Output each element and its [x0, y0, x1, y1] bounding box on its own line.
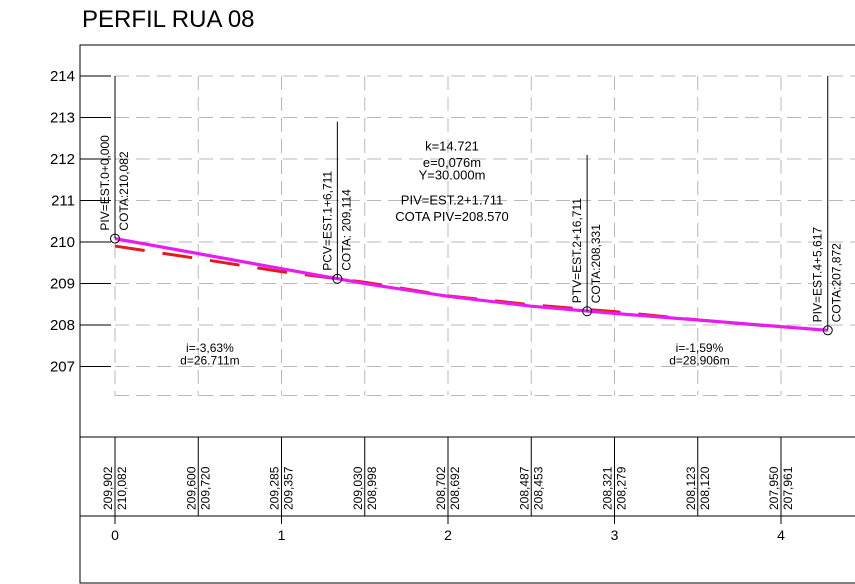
y-tick-label: 210 [50, 234, 75, 251]
table-value-terrain: 208,702 [434, 466, 448, 510]
curve-note: k=14.721 [425, 139, 479, 154]
x-tick-label: 4 [777, 527, 785, 543]
table-value-terrain: 209,030 [351, 466, 365, 510]
curve-note: e=0,076m [423, 155, 481, 170]
table-value-grade: 209,720 [198, 466, 212, 510]
station-point [582, 306, 593, 317]
station-elevation: COTA: 209,114 [339, 189, 353, 271]
table-value-terrain: 208,123 [684, 466, 698, 510]
table-value-grade: 207,961 [781, 466, 795, 510]
slope-percent: i=-1,59% [676, 341, 724, 355]
station-label: PIV=EST.4+5,617 [811, 227, 825, 323]
x-axis-ticks: 0 1 2 3 4 [111, 516, 785, 543]
slope-notes: i=-3,63%d=26.711m i=-1,59%d=28,906m [180, 341, 729, 367]
y-tick-label: 213 [50, 110, 75, 127]
y-tick-label: 208 [50, 317, 75, 334]
table-value-grade: 208,279 [615, 466, 629, 510]
slope-percent: i=-3,63% [186, 341, 234, 355]
y-tick-label: 209 [50, 276, 75, 293]
station-point [822, 325, 833, 336]
table-value-grade: 209,357 [282, 466, 296, 510]
table-value-grade: 208,120 [698, 466, 712, 510]
station-label: PCV=EST.1+6,711 [320, 171, 334, 271]
table-value-grade: 208,692 [448, 466, 462, 510]
station-label: PTV=EST.2+16,711 [570, 198, 584, 304]
y-tick-label: 211 [51, 193, 75, 210]
slope-distance: d=28,906m [669, 353, 729, 367]
y-tick-label: 214 [50, 68, 75, 85]
table-value-terrain: 208,321 [601, 466, 615, 510]
table-value-terrain: 209,600 [184, 466, 198, 510]
table-value-grade: 208,998 [365, 466, 379, 510]
table-value-terrain: 209,285 [268, 466, 282, 510]
station-point [110, 233, 120, 244]
station-point [332, 273, 343, 284]
curve-note: Y=30.000m [419, 168, 486, 183]
table-value-terrain: 208,487 [517, 466, 531, 510]
slope-distance: d=26.711m [180, 353, 240, 367]
table-value-grade: 210,082 [115, 466, 129, 510]
station-elevation: COTA:210,082 [117, 151, 131, 230]
station-elevation: COTA:207,872 [830, 243, 844, 322]
elevation-table: 209,902 210,082 209,600 209,720 209,285 209,3… [101, 437, 795, 516]
station-label: PIV=EST.0+0,000 [98, 135, 112, 231]
table-value-terrain: 207,950 [767, 466, 781, 510]
table-value-grade: 208,453 [531, 466, 545, 510]
design-grade-line [114, 237, 782, 329]
y-tick-label: 212 [50, 151, 75, 168]
series-lines [114, 237, 828, 332]
x-tick-label: 0 [111, 527, 119, 543]
design-grade-line-end [780, 325, 828, 332]
drawing-title: PERFIL RUA 08 [82, 6, 255, 33]
station-elevation: COTA:208,331 [589, 224, 603, 303]
frame [79, 44, 855, 584]
y-axis-ticks: 214 213 212 211 210 209 208 207 [50, 68, 111, 376]
y-tick-label: 207 [50, 359, 75, 376]
frame-border [79, 44, 855, 584]
x-tick-label: 3 [611, 527, 619, 543]
curve-note: COTA PIV=208.570 [395, 209, 509, 224]
x-tick-label: 1 [278, 527, 286, 543]
table-value-terrain: 209,902 [101, 466, 115, 510]
x-tick-label: 2 [444, 527, 452, 543]
station-markers: PIV=EST.0+0,000 COTA:210,082 PCV=EST.1+6,7… [98, 76, 844, 336]
curve-note: PIV=EST.2+1.711 [401, 193, 503, 208]
